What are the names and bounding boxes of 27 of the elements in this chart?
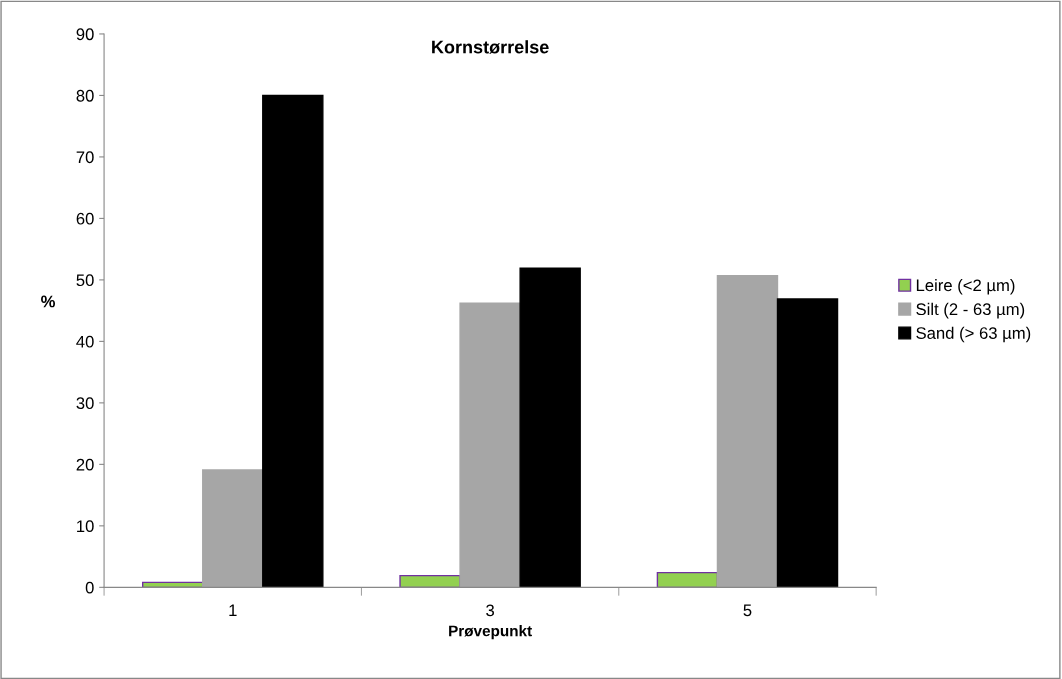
x-tick-label: 3	[486, 604, 495, 617]
chart-title: Kornstørrelse	[432, 40, 549, 54]
y-tick-label: 40	[76, 335, 94, 348]
bar	[262, 94, 324, 588]
bar	[202, 469, 264, 588]
bar	[716, 274, 779, 588]
bar	[459, 302, 521, 588]
bar	[519, 267, 581, 588]
legend-label: Sand (> 63 µm)	[916, 326, 1031, 343]
y-tick-label: 50	[76, 274, 94, 287]
y-axis-title: %	[41, 295, 56, 308]
bar	[776, 298, 839, 588]
y-tick-label: 70	[76, 151, 94, 164]
bar	[399, 574, 461, 588]
y-tick-label: 80	[76, 89, 94, 102]
y-tick-label: 30	[76, 397, 94, 410]
x-axis-title: Prøvepunkt	[449, 625, 532, 640]
legend-label: Silt (2 - 63 µm)	[916, 302, 1025, 319]
legend-label: Leire (<2 µm)	[916, 279, 1015, 295]
y-tick-label: 60	[76, 212, 94, 225]
y-tick-label: 0	[85, 581, 94, 594]
y-tick-label: 10	[77, 520, 94, 533]
x-tick-label: 5	[743, 604, 752, 617]
y-tick-label: 20	[76, 458, 94, 471]
bar	[656, 571, 719, 588]
y-tick-label: 90	[76, 28, 94, 41]
x-tick-label: 1	[229, 604, 237, 617]
